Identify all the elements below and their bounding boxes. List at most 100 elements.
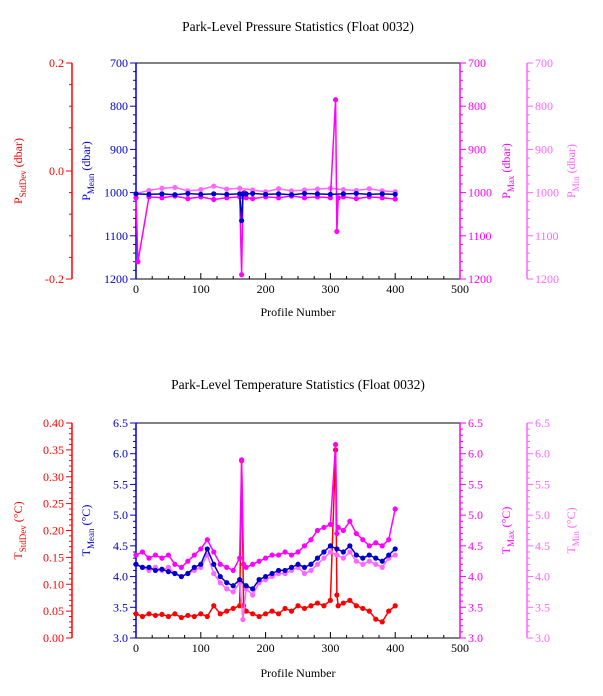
max-point — [379, 543, 385, 549]
mean-point — [301, 190, 308, 197]
min-tick-label: 6.0 — [535, 447, 550, 461]
min-tick-label: 1000 — [535, 186, 559, 200]
max-point — [282, 549, 288, 555]
min-point — [159, 185, 165, 191]
max-axis-title: TMax (°C) — [499, 507, 516, 555]
max-tick-label: 1100 — [468, 229, 492, 243]
mean-tick-label: 3.5 — [113, 600, 128, 614]
mean-axis: 700 800 900 1000 1100 1200 PMean (dbar) — [79, 56, 137, 286]
mean-axis: 3.0 3.5 4.0 4.5 5.0 5.5 6.0 6.5 TMean (°C) — [79, 416, 137, 645]
mean-point — [152, 567, 159, 574]
mean-point — [269, 570, 275, 577]
mean-point — [146, 191, 152, 197]
x-tick-label: 300 — [321, 641, 339, 655]
max-point — [334, 530, 340, 537]
stddev-tick-label: 0.0 — [49, 164, 64, 178]
mean-point — [392, 191, 398, 197]
stddev-tick-label: 0.00 — [43, 631, 64, 645]
mean-point — [191, 564, 197, 570]
stddev-tick-label: 0.25 — [43, 497, 64, 511]
max-point — [334, 228, 340, 235]
mean-point — [327, 191, 333, 197]
stddev-point — [204, 613, 210, 620]
stddev-point — [327, 597, 333, 603]
min-point — [211, 570, 217, 577]
max-point — [269, 552, 275, 558]
min-point — [237, 185, 243, 191]
max-point — [373, 540, 379, 546]
mean-point — [301, 564, 308, 570]
mean-point — [288, 192, 295, 198]
max-axis-title: PMax (dbar) — [499, 143, 516, 199]
max-tick-label: 6.0 — [468, 447, 483, 461]
max-point — [327, 521, 333, 527]
min-point — [250, 592, 256, 598]
min-point — [353, 558, 359, 564]
stddev-point — [243, 608, 249, 614]
min-tick-label: 800 — [535, 99, 553, 113]
max-point — [392, 506, 398, 512]
stddev-series — [133, 447, 398, 625]
mean-point — [178, 573, 184, 580]
stddev-point — [308, 603, 314, 609]
min-axis-title: TMin (°C) — [564, 507, 581, 553]
mean-point — [295, 561, 301, 567]
mean-point — [237, 577, 243, 583]
mean-point — [185, 190, 191, 197]
mean-point — [250, 586, 256, 592]
min-tick-label: 900 — [535, 142, 553, 156]
max-tick-label: 5.5 — [468, 477, 483, 491]
min-point — [288, 188, 295, 194]
mean-tick-label: 800 — [110, 99, 128, 113]
stddev-point — [366, 608, 372, 614]
max-point — [152, 552, 159, 558]
max-point — [275, 195, 282, 201]
max-axis: 3.0 3.5 4.0 4.5 5.0 5.5 6.0 6.5 TMax (°C) — [459, 416, 516, 645]
x-tick-label: 500 — [451, 641, 469, 655]
x-tick-label: 400 — [386, 641, 404, 655]
stddev-tick-label: 0.40 — [43, 416, 64, 430]
max-point — [250, 561, 256, 567]
min-point — [301, 570, 308, 577]
stddev-point — [347, 597, 353, 603]
mean-point — [133, 561, 139, 567]
stddev-point — [191, 613, 197, 620]
max-tick-label: 700 — [468, 56, 486, 70]
max-tick-label: 5.0 — [468, 508, 483, 522]
max-point — [321, 524, 327, 531]
mean-tick-label: 5.0 — [113, 508, 128, 522]
stddev-point — [133, 611, 139, 617]
max-point — [211, 196, 217, 203]
min-point — [373, 561, 379, 567]
min-point — [230, 589, 236, 595]
mean-point — [139, 564, 146, 570]
mean-point — [340, 191, 346, 197]
min-point — [146, 187, 152, 194]
mean-point — [224, 191, 230, 197]
mean-point — [250, 190, 256, 197]
x-axis-label: Profile Number — [261, 666, 336, 680]
min-tick-label: 4.0 — [535, 570, 550, 584]
mean-point — [217, 573, 223, 580]
min-point — [366, 186, 372, 192]
max-point — [172, 561, 178, 567]
mean-tick-label: 5.5 — [113, 477, 128, 491]
mean-tick-label: 1200 — [104, 272, 128, 286]
max-point — [133, 195, 139, 201]
max-tick-label: 1200 — [468, 272, 492, 286]
mean-tick-label: 700 — [110, 56, 128, 70]
max-point — [224, 564, 230, 570]
max-series — [133, 441, 398, 574]
max-tick-label: 6.5 — [468, 416, 483, 430]
stddev-point — [386, 608, 392, 614]
min-point — [198, 186, 204, 193]
stddev-point — [185, 612, 191, 619]
pressure-chart: Park-Level Pressure Statistics (Float 00… — [11, 19, 581, 319]
min-point — [366, 558, 372, 564]
min-point — [314, 186, 321, 192]
stddev-point — [360, 605, 366, 612]
stddev-point — [288, 608, 295, 614]
mean-tick-label: 900 — [110, 142, 128, 156]
min-point — [321, 555, 327, 561]
